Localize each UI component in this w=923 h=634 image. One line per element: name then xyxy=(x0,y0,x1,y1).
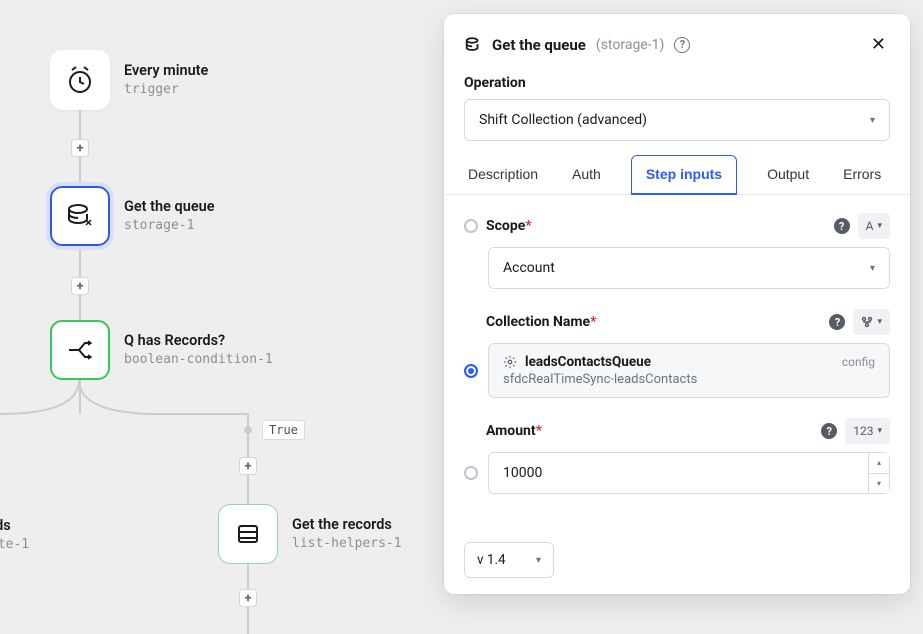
tab-description[interactable]: Description xyxy=(464,155,542,194)
node-title: Get the queue xyxy=(124,197,215,217)
node-title: rds xyxy=(0,516,29,536)
collection-config-ref[interactable]: leadsContactsQueue config sfdcRealTimeSy… xyxy=(488,343,890,398)
field-amount: Amount* ? 123▾ 10000 ▴ ▾ xyxy=(464,418,890,494)
node-title: Q has Records? xyxy=(124,331,273,351)
branch-icon xyxy=(861,316,873,328)
field-collection-name: Collection Name* ? ▾ xyxy=(464,309,890,398)
tab-step-inputs[interactable]: Step inputs xyxy=(631,155,737,195)
database-icon xyxy=(50,186,110,246)
scope-label: Scope* xyxy=(486,218,532,234)
node-get-queue[interactable]: Get the queue storage-1 xyxy=(50,186,215,246)
add-step-button[interactable]: + xyxy=(239,457,257,475)
node-subtitle: trigger xyxy=(124,81,208,99)
help-icon[interactable]: ? xyxy=(834,218,850,234)
amount-input[interactable]: 10000 ▴ ▾ xyxy=(488,452,890,494)
scope-type-pill[interactable]: A▾ xyxy=(858,213,890,239)
tab-output[interactable]: Output xyxy=(763,155,813,194)
add-step-button[interactable]: + xyxy=(71,139,89,157)
list-icon xyxy=(218,504,278,564)
gear-icon xyxy=(503,355,517,369)
branch-edges xyxy=(0,380,280,440)
add-step-button[interactable]: + xyxy=(239,589,257,607)
version-value: v 1.4 xyxy=(477,552,506,568)
close-button[interactable]: ✕ xyxy=(867,30,890,59)
properties-panel: Get the queue (storage-1) ? ✕ Operation … xyxy=(444,14,910,594)
node-subtitle: list-helpers-1 xyxy=(292,535,402,553)
collection-path: sfdcRealTimeSync-leadsContacts xyxy=(503,372,875,387)
chevron-down-icon: ▾ xyxy=(870,115,875,126)
radio-collection[interactable] xyxy=(464,364,478,378)
tabs: Description Auth Step inputs Output Erro… xyxy=(444,155,910,195)
collection-type-pill[interactable]: ▾ xyxy=(853,309,890,335)
node-title: Every minute xyxy=(124,61,208,81)
branch-label-true: True xyxy=(262,420,305,440)
amount-label: Amount* xyxy=(486,423,542,439)
node-condition[interactable]: Q has Records? boolean-condition-1 xyxy=(50,320,273,380)
scope-value: Account xyxy=(503,260,555,276)
branch-dot xyxy=(244,426,252,434)
operation-select[interactable]: Shift Collection (advanced) ▾ xyxy=(464,99,890,141)
panel-body: Scope* ? A▾ Account ▾ xyxy=(444,195,910,532)
collection-tag: config xyxy=(842,355,875,369)
database-icon xyxy=(464,36,482,54)
amount-value: 10000 xyxy=(488,452,868,494)
node-subtitle: ate-1 xyxy=(0,536,29,554)
chevron-down-icon: ▾ xyxy=(870,263,875,274)
help-icon[interactable]: ? xyxy=(674,37,690,53)
add-step-button[interactable]: + xyxy=(71,277,89,295)
scope-select[interactable]: Account ▾ xyxy=(488,247,890,289)
node-subtitle: boolean-condition-1 xyxy=(124,351,273,369)
amount-step-down[interactable]: ▾ xyxy=(869,474,889,494)
version-select[interactable]: v 1.4 ▾ xyxy=(464,542,554,578)
node-partial[interactable]: rds ate-1 xyxy=(0,516,29,553)
operation-value: Shift Collection (advanced) xyxy=(479,112,647,128)
chevron-down-icon: ▾ xyxy=(536,555,541,566)
collection-label: Collection Name* xyxy=(486,314,596,330)
node-title: Get the records xyxy=(292,515,402,535)
help-icon[interactable]: ? xyxy=(829,314,845,330)
node-get-records[interactable]: Get the records list-helpers-1 xyxy=(218,504,402,564)
operation-label: Operation xyxy=(444,69,910,99)
radio-scope[interactable] xyxy=(464,219,478,233)
branch-icon xyxy=(50,320,110,380)
node-trigger[interactable]: Every minute trigger xyxy=(50,50,208,110)
tab-auth[interactable]: Auth xyxy=(568,155,605,194)
amount-step-up[interactable]: ▴ xyxy=(869,453,889,474)
panel-title: Get the queue xyxy=(492,36,586,54)
panel-subid: (storage-1) xyxy=(596,37,664,53)
collection-name: leadsContactsQueue xyxy=(525,354,834,370)
tab-errors[interactable]: Errors xyxy=(839,155,885,194)
node-subtitle: storage-1 xyxy=(124,217,215,235)
field-scope: Scope* ? A▾ Account ▾ xyxy=(464,213,890,289)
panel-header: Get the queue (storage-1) ? ✕ xyxy=(444,14,910,69)
amount-type-pill[interactable]: 123▾ xyxy=(845,418,890,444)
help-icon[interactable]: ? xyxy=(821,423,837,439)
clock-icon xyxy=(50,50,110,110)
radio-amount[interactable] xyxy=(464,466,478,480)
